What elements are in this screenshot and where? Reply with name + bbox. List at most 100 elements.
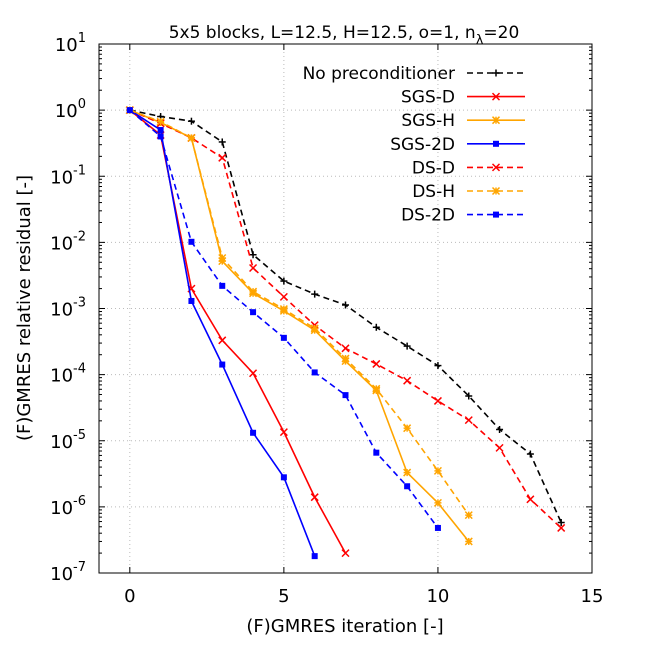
data-point bbox=[433, 466, 442, 475]
title-main: 5x5 blocks, L=12.5, H=12.5, o=1, n bbox=[169, 23, 476, 43]
y-tick-label: 10-1 bbox=[50, 163, 86, 188]
data-point bbox=[249, 369, 258, 378]
legend-label: DS-D bbox=[412, 158, 455, 178]
y-tick-label: 10-5 bbox=[50, 428, 86, 453]
data-point bbox=[280, 474, 287, 481]
y-tick-label: 10-2 bbox=[50, 229, 86, 254]
data-point bbox=[157, 133, 164, 140]
data-point bbox=[250, 429, 257, 436]
y-axis: 101 100 10-1 10-2 10-3 10-4 10-5 10-6 10-7 bbox=[50, 31, 592, 585]
data-point bbox=[249, 287, 258, 296]
data-point bbox=[311, 553, 318, 560]
x-tick-label: 5 bbox=[278, 586, 289, 607]
y-tick-label: 10-7 bbox=[50, 560, 86, 585]
legend-label: SGS-H bbox=[401, 111, 455, 131]
data-point bbox=[219, 282, 226, 289]
y-tick-label: 101 bbox=[55, 31, 86, 56]
data-point bbox=[218, 336, 227, 345]
data-point bbox=[434, 524, 441, 531]
data-point bbox=[496, 425, 504, 433]
data-point bbox=[311, 369, 318, 376]
legend-marker bbox=[491, 92, 501, 101]
data-point bbox=[433, 498, 442, 507]
data-point bbox=[279, 428, 288, 437]
data-point bbox=[219, 361, 226, 368]
legend-marker bbox=[491, 186, 501, 196]
legend-marker bbox=[493, 140, 499, 147]
series-layer bbox=[125, 106, 566, 560]
legend-item: DS-2D bbox=[401, 206, 525, 226]
data-point bbox=[465, 392, 473, 400]
legend-marker bbox=[491, 163, 501, 172]
data-point bbox=[250, 309, 257, 316]
data-point bbox=[310, 324, 319, 333]
data-point bbox=[403, 342, 411, 350]
legend-item: DS-D bbox=[412, 158, 525, 178]
data-point bbox=[372, 384, 381, 393]
series-line bbox=[129, 109, 562, 529]
y-tick-label: 10-3 bbox=[50, 296, 86, 321]
x-axis: 0 5 10 15 bbox=[124, 44, 603, 607]
data-point bbox=[218, 138, 226, 146]
legend-marker bbox=[493, 211, 499, 218]
legend-item: SGS-H bbox=[401, 111, 525, 131]
y-axis-label: (F)GMRES relative residual [-] bbox=[14, 175, 35, 441]
data-point bbox=[249, 251, 257, 259]
x-axis-label: (F)GMRES iteration [-] bbox=[246, 616, 443, 637]
data-point bbox=[126, 107, 133, 114]
data-point bbox=[526, 450, 534, 458]
series-ds-2d bbox=[126, 107, 441, 531]
plot-frame bbox=[98, 43, 593, 574]
series-line bbox=[129, 109, 562, 523]
data-point bbox=[187, 117, 195, 125]
data-point bbox=[557, 519, 565, 527]
legend-item: SGS-D bbox=[401, 88, 525, 108]
data-point bbox=[373, 449, 380, 456]
legend-marker bbox=[492, 69, 500, 77]
data-point bbox=[557, 523, 566, 532]
data-point bbox=[218, 253, 227, 263]
data-point bbox=[403, 424, 412, 433]
data-point bbox=[310, 493, 319, 502]
series-ds-d bbox=[125, 106, 566, 532]
data-point bbox=[464, 511, 473, 520]
series-sgs-2d bbox=[126, 107, 318, 560]
y-tick-label: 10-4 bbox=[50, 362, 86, 387]
data-point bbox=[372, 359, 381, 368]
data-point bbox=[404, 483, 411, 490]
data-point bbox=[280, 334, 287, 341]
data-point bbox=[372, 323, 380, 331]
data-point bbox=[403, 468, 412, 477]
data-point bbox=[341, 344, 350, 353]
title-tail: =20 bbox=[483, 23, 519, 43]
legend-label: DS-H bbox=[412, 182, 455, 202]
grid bbox=[99, 43, 593, 574]
data-point bbox=[403, 376, 412, 385]
data-point bbox=[156, 117, 165, 126]
legend-label: No preconditioner bbox=[303, 64, 455, 84]
legend-label: DS-2D bbox=[401, 206, 455, 226]
x-tick-label: 15 bbox=[581, 586, 604, 607]
legend-item: SGS-2D bbox=[390, 135, 525, 155]
title-subscript: λ bbox=[476, 33, 484, 48]
data-point bbox=[495, 443, 504, 452]
data-point bbox=[341, 549, 350, 558]
data-point bbox=[464, 416, 473, 425]
data-point bbox=[279, 305, 288, 314]
y-tick-label: 100 bbox=[55, 97, 86, 122]
legend-label: SGS-2D bbox=[390, 135, 455, 155]
x-tick-label: 0 bbox=[124, 586, 135, 607]
legend-item: DS-H bbox=[412, 182, 525, 202]
data-point bbox=[434, 362, 442, 370]
data-point bbox=[342, 392, 349, 399]
data-point bbox=[464, 537, 473, 546]
legend-label: SGS-D bbox=[401, 88, 455, 108]
data-point bbox=[311, 290, 319, 298]
series-line bbox=[129, 109, 316, 557]
data-point bbox=[187, 133, 196, 142]
data-point bbox=[433, 396, 442, 405]
x-tick-label: 10 bbox=[426, 586, 449, 607]
y-tick-label: 10-6 bbox=[50, 494, 86, 519]
series-no-preconditioner bbox=[126, 106, 565, 527]
